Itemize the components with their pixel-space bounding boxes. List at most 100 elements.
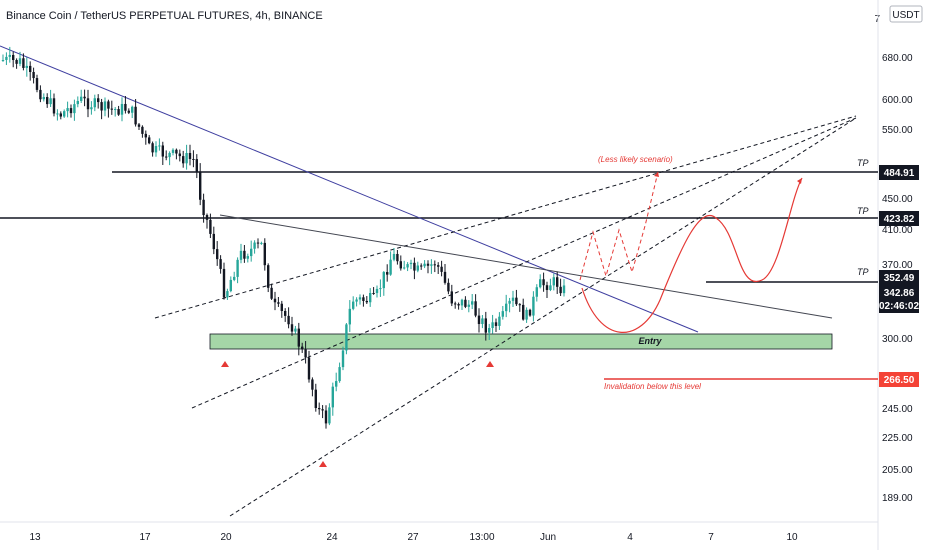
candle-body (233, 276, 236, 280)
candle-body (90, 107, 93, 110)
candle-body (426, 263, 430, 266)
candle-body (69, 108, 73, 114)
channel-middle (191, 117, 857, 409)
time-tick: 13:00 (469, 532, 494, 543)
candle-body (562, 285, 566, 294)
candle-body (46, 97, 49, 105)
candle-body (246, 256, 249, 259)
candle-body (49, 98, 52, 105)
price-tick: 600.00 (882, 95, 913, 106)
candle-body (202, 199, 205, 216)
candle-body (345, 324, 348, 351)
candle-body (209, 219, 212, 234)
price-label-423: 423.82 (879, 211, 919, 226)
candle-body (287, 315, 290, 325)
candle-body (474, 301, 477, 316)
candle-body (362, 297, 365, 301)
candle-body (443, 271, 447, 283)
candle-body (97, 98, 100, 103)
candle-body (423, 263, 426, 267)
candle-body (137, 124, 141, 127)
candle-body (301, 346, 304, 350)
axis-top-tick: 7 (874, 14, 880, 25)
candle-body (556, 277, 559, 287)
candle-body (25, 65, 28, 68)
candle-body (80, 96, 83, 101)
candle-body (406, 264, 409, 268)
countdown-text: 02:46:02 (879, 301, 919, 312)
candle-body (392, 253, 396, 260)
candle-body (464, 299, 467, 307)
time-tick: 7 (708, 532, 714, 543)
candle-body (549, 285, 552, 290)
price-axis[interactable]: 680.00 600.00 550.00 450.00 410.00 370.0… (882, 53, 913, 504)
candle-body (127, 110, 130, 113)
candle-body (212, 233, 215, 250)
tp-label-3: TP (857, 267, 869, 277)
candle-body (311, 379, 314, 390)
candle-body (433, 264, 436, 266)
scenario-note: (Less likely scenario) (598, 155, 673, 164)
candle-body (131, 106, 134, 113)
candle-body (355, 299, 358, 302)
candle-body (467, 304, 470, 307)
projection-paths (579, 171, 803, 333)
candle-body (369, 293, 372, 303)
time-tick: 13 (29, 532, 41, 543)
candle-body (83, 96, 86, 99)
projection-arrowhead (797, 178, 802, 184)
candle-body (222, 268, 226, 298)
candle-body (158, 145, 161, 147)
candle-body (457, 304, 460, 306)
candle-body (338, 367, 341, 382)
candle-body (188, 153, 192, 159)
candle-body (192, 158, 195, 160)
time-axis[interactable]: 13 17 20 24 27 13:00 Jun 4 7 10 (29, 532, 798, 543)
tp-label-2: TP (857, 206, 869, 216)
candle-body (42, 97, 45, 100)
candle-body (182, 156, 185, 164)
candle-body (403, 267, 406, 269)
candle-body (114, 109, 117, 111)
invalidation-label-text: 266.50 (884, 375, 915, 386)
level-lines (0, 171, 878, 380)
entry-label: Entry (638, 336, 662, 346)
candle-body (318, 408, 321, 410)
candle-body (365, 300, 368, 303)
candle-body (372, 293, 375, 295)
time-tick: 20 (220, 532, 232, 543)
candle-body (304, 349, 307, 358)
candle-body (518, 304, 521, 306)
candle-body (501, 311, 504, 317)
price-tick: 300.00 (882, 334, 913, 345)
price-tick: 450.00 (882, 194, 913, 205)
price-tick: 550.00 (882, 125, 913, 136)
candle-body (477, 315, 481, 325)
candle-body (15, 59, 18, 64)
trend-lines (0, 45, 857, 517)
candle-body (498, 316, 501, 326)
time-tick: 10 (786, 532, 798, 543)
candle-body (515, 297, 518, 305)
candle-body (168, 152, 171, 158)
candle-body (22, 58, 25, 68)
candle-body (525, 309, 528, 320)
candle-body (375, 288, 379, 294)
candle-body (396, 253, 399, 262)
entry-zone[interactable]: Entry (209, 333, 833, 350)
currency-badge[interactable]: USDT (889, 5, 923, 23)
time-tick: 27 (407, 532, 419, 543)
candle-body (154, 146, 158, 153)
candle-body (103, 101, 107, 111)
candle-body (175, 149, 178, 154)
candle-body (409, 262, 413, 265)
candle-body (8, 54, 11, 57)
candle-body (450, 291, 453, 304)
candle-body (454, 303, 457, 305)
candle-body (545, 285, 549, 290)
candle-body (484, 318, 487, 333)
invalidation-label: 266.50 (879, 372, 919, 387)
candle-body (328, 407, 331, 424)
candle-body (243, 250, 246, 259)
